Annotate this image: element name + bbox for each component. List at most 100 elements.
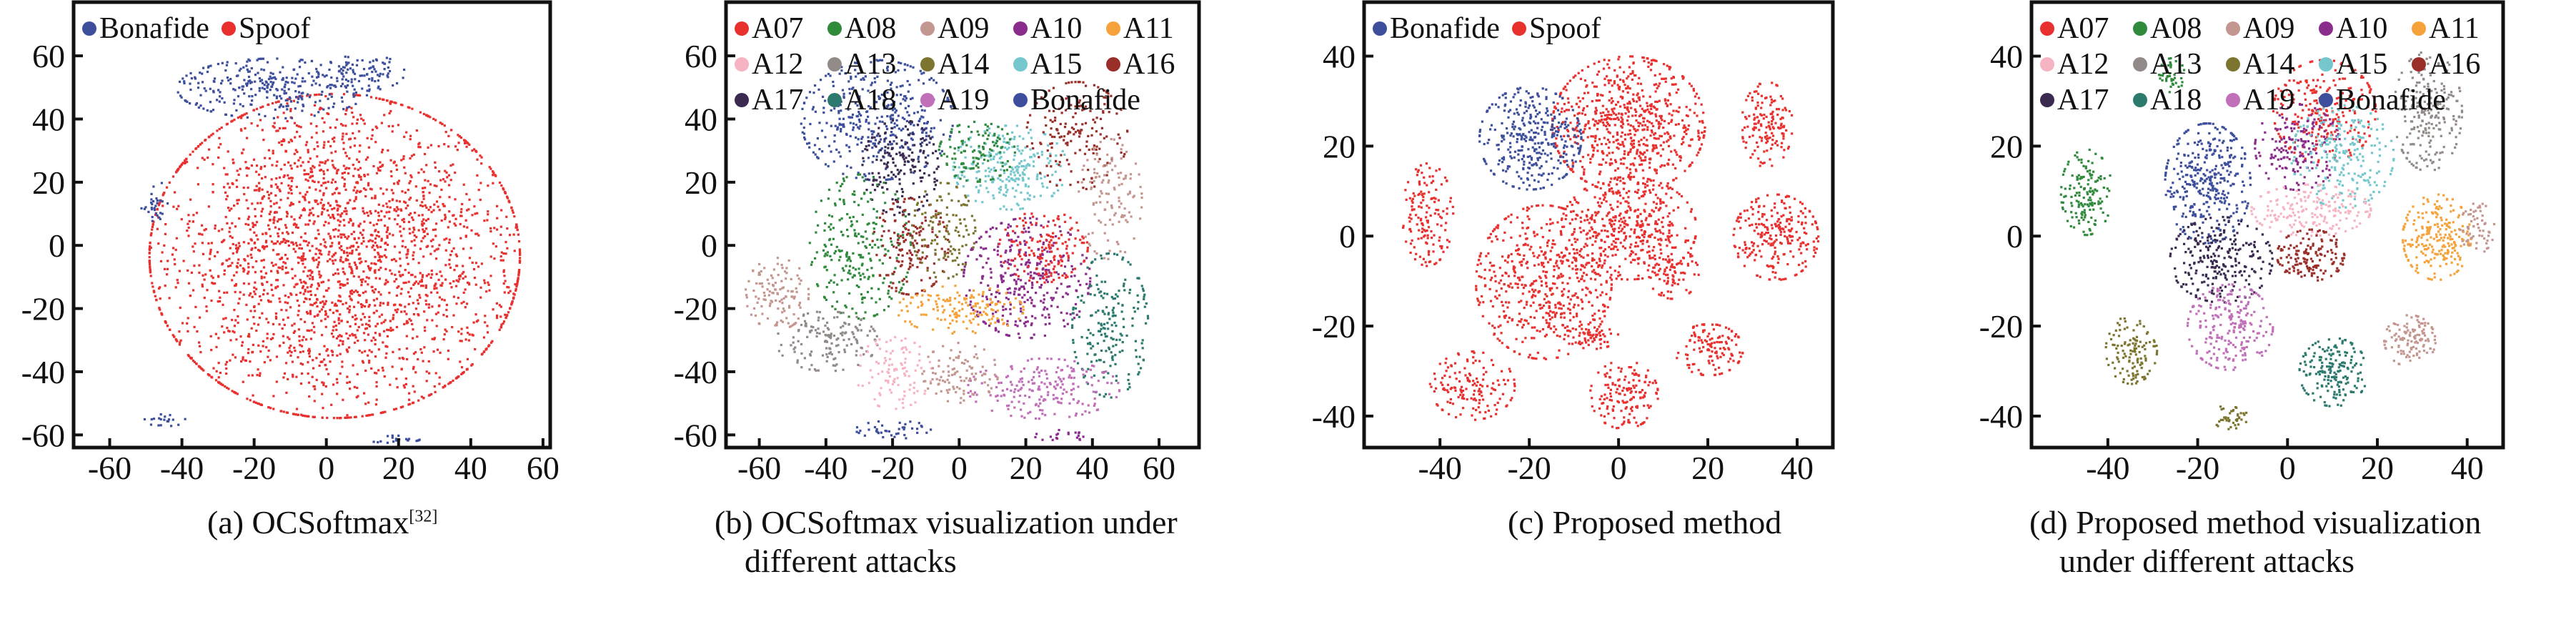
point-bonafide	[812, 106, 815, 109]
point-a17	[880, 149, 882, 152]
point-bonafide	[202, 81, 204, 84]
point-spoof	[399, 275, 402, 277]
point-spoof	[242, 241, 245, 244]
point-spoof	[298, 200, 301, 203]
point-spoof	[412, 231, 414, 234]
point-a13	[841, 334, 844, 337]
point-spoof	[256, 124, 259, 127]
point-a16	[1078, 81, 1081, 84]
point-a17	[885, 163, 888, 166]
point-spoof	[392, 350, 394, 353]
point-spoof	[259, 270, 263, 273]
point-spoof	[342, 267, 344, 270]
point-spoof	[403, 200, 406, 203]
point-a17	[886, 151, 889, 154]
point-spoof	[361, 233, 364, 237]
point-spoof	[438, 296, 441, 299]
point-spoof	[226, 222, 229, 224]
point-spoof	[324, 241, 327, 244]
point-spoof	[453, 269, 456, 272]
point-a17	[883, 162, 886, 165]
point-a16	[901, 260, 904, 263]
point-bonafide	[857, 127, 860, 130]
point-spoof	[262, 293, 265, 296]
point-spoof	[420, 280, 423, 283]
point-spoof	[205, 305, 208, 308]
point-spoof	[417, 282, 420, 285]
point-a08	[845, 255, 848, 258]
point-a16	[935, 280, 938, 283]
point-bonafide	[230, 114, 233, 117]
point-bonafide	[282, 78, 284, 82]
point-spoof	[313, 315, 316, 318]
point-spoof	[372, 290, 374, 292]
point-spoof	[283, 163, 286, 167]
point-bonafide	[151, 219, 154, 222]
point-spoof	[464, 338, 467, 341]
point-spoof	[184, 158, 187, 161]
point-bonafide	[383, 68, 386, 71]
point-a08	[971, 167, 974, 170]
point-a15	[981, 162, 985, 165]
point-a15	[980, 156, 983, 159]
point-a08	[825, 286, 828, 289]
point-a16	[1077, 181, 1080, 184]
point-spoof	[295, 223, 298, 226]
point-spoof	[361, 323, 364, 326]
point-a15	[1013, 154, 1016, 157]
point-bonafide	[232, 102, 235, 105]
point-spoof	[327, 112, 330, 115]
point-a15	[987, 167, 990, 169]
point-a09	[782, 297, 785, 300]
point-spoof	[404, 305, 407, 308]
point-bonafide	[377, 74, 379, 76]
point-bonafide	[320, 93, 323, 96]
point-bonafide	[820, 129, 824, 132]
point-spoof	[269, 205, 272, 208]
point-spoof	[445, 315, 448, 318]
point-spoof	[351, 332, 354, 335]
point-spoof	[351, 292, 354, 295]
point-bonafide	[902, 98, 905, 101]
point-spoof	[321, 161, 324, 164]
point-bonafide	[802, 132, 806, 135]
point-a09	[1118, 176, 1120, 179]
point-spoof	[493, 257, 496, 260]
point-spoof	[164, 267, 166, 270]
point-spoof	[247, 348, 250, 351]
point-spoof	[395, 209, 398, 212]
point-spoof	[287, 161, 290, 164]
point-spoof	[290, 177, 293, 179]
point-spoof	[386, 99, 389, 102]
point-spoof	[369, 239, 372, 242]
point-bonafide	[853, 61, 857, 64]
point-spoof	[269, 300, 272, 303]
point-bonafide	[212, 91, 215, 94]
point-spoof	[353, 261, 356, 264]
point-bonafide	[195, 102, 199, 105]
point-spoof	[354, 290, 357, 292]
point-a16	[1049, 154, 1052, 157]
point-a15	[1013, 136, 1016, 139]
point-spoof	[335, 172, 338, 174]
point-spoof	[320, 184, 323, 187]
point-bonafide	[282, 105, 284, 108]
point-bonafide	[286, 108, 289, 111]
point-bonafide	[214, 77, 217, 80]
point-spoof	[315, 378, 318, 381]
point-spoof	[272, 218, 275, 221]
point-bonafide	[808, 91, 812, 94]
point-a09	[782, 286, 785, 289]
point-spoof	[480, 262, 483, 265]
point-bonafide	[809, 122, 812, 126]
point-spoof	[350, 267, 353, 271]
point-a08	[954, 166, 957, 169]
point-a08	[847, 256, 851, 259]
point-bonafide	[848, 87, 851, 91]
point-spoof	[303, 280, 306, 283]
point-a09	[1093, 250, 1096, 253]
point-spoof	[487, 331, 489, 334]
point-bonafide	[369, 61, 372, 64]
point-spoof	[450, 286, 453, 289]
point-spoof	[364, 339, 367, 342]
